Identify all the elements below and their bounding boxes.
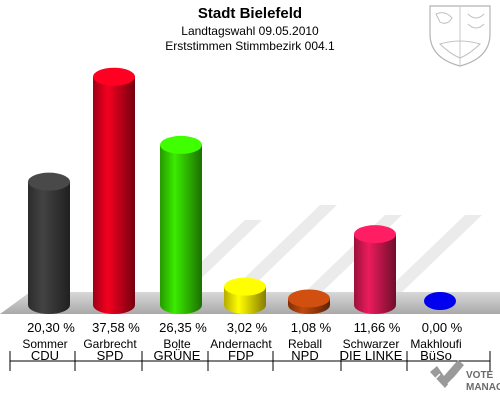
bar-body [28,181,70,314]
checkmark-logo-icon [430,360,464,388]
value-label: 3,02 % [227,320,268,335]
value-label: 1,08 % [291,320,332,335]
party-label: NPD [291,348,318,363]
vote-manager-logo: VOTE MANAGER [430,360,500,393]
party-label: FDP [228,348,254,363]
value-labels-group: 20,30 % 37,58 % 26,35 % 3,02 % 1,08 % 11,66 %… [27,320,463,335]
background-stripes [170,205,482,292]
candidate-label: Garbrecht [83,337,137,351]
chart-title: Stadt Bielefeld [198,5,302,22]
candidate-labels-group: Sommer Garbrecht Bolte Andernacht Reball Schw… [22,337,461,351]
bar-fdp [224,277,266,314]
value-label: 20,30 % [27,320,75,335]
bar-top [354,225,396,244]
bar-top [93,67,135,86]
value-label: 37,58 % [92,320,140,335]
candidate-label: Bolte [163,337,191,351]
candidate-label: Schwarzer [343,337,400,351]
party-label: BüSo [420,348,452,363]
bar-body [354,234,396,314]
logo-brand-vote: VOTE [466,370,494,381]
value-label: 0,00 % [422,320,463,335]
coat-of-arms-icon [429,5,491,67]
bar-büso [424,292,456,310]
bar-grüne [160,135,202,314]
bar-top [28,172,70,191]
party-labels-group: CDU SPD GRÜNE FDP NPD DIE LINKE BüSo [31,348,452,363]
candidate-label: Makhloufi [410,337,461,351]
bar-top [160,135,202,154]
bar-body [93,76,135,314]
party-label: CDU [31,348,59,363]
bar-spd [93,67,135,314]
value-label: 26,35 % [159,320,207,335]
bar-body [160,144,202,314]
candidate-label: Sommer [22,337,67,351]
chart-subtitle-district: Erststimmen Stimmbezirk 004.1 [165,39,335,53]
bar-top [224,277,266,296]
bars-group [28,67,456,314]
bar-zero-marker [424,292,456,310]
bar-top [288,289,330,308]
candidate-label: Reball [288,337,322,351]
party-label: SPD [97,348,124,363]
value-label: 11,66 % [354,320,401,335]
bar-die-linke [354,225,396,314]
logo-brand-manager: MANAGER [466,382,500,393]
candidate-label: Andernacht [210,337,272,351]
party-label: DIE LINKE [340,348,403,363]
bar-npd [288,289,330,314]
bar-cdu [28,172,70,314]
chart-subtitle-election: Landtagswahl 09.05.2010 [181,24,319,38]
party-label: GRÜNE [154,348,201,363]
